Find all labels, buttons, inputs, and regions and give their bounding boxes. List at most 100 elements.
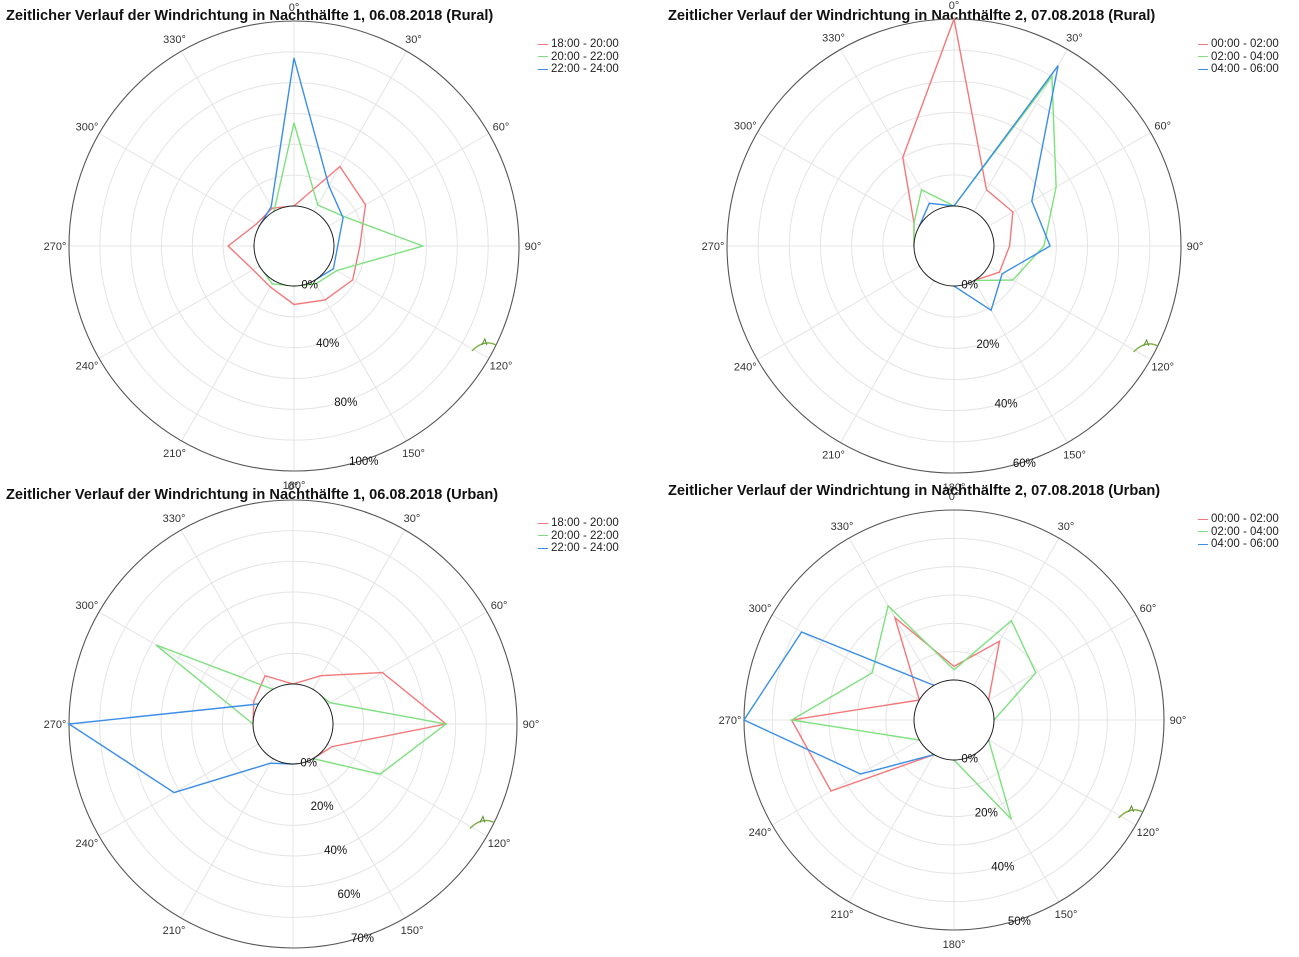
grid-spoke bbox=[988, 739, 1137, 826]
grid-spoke bbox=[973, 537, 1060, 686]
chart-panel-urban-night2: Zeitlicher Verlauf der Windrichtung in N… bbox=[668, 483, 1299, 953]
chart-legend: 18:00 - 20:00 20:00 - 22:00 22:00 - 24:00 bbox=[538, 38, 619, 76]
theta-tick-label: 240° bbox=[749, 827, 772, 839]
radial-tick-label: 60% bbox=[337, 889, 360, 901]
radial-tick-label: 50% bbox=[1008, 916, 1031, 928]
legend-label: 04:00 - 06:00 bbox=[1211, 63, 1279, 75]
chart-title: Zeitlicher Verlauf der Windrichtung in N… bbox=[668, 8, 1156, 24]
theta-tick-label: 180° bbox=[943, 939, 966, 951]
radial-tick-label: 0% bbox=[300, 757, 317, 769]
theta-tick-label: 270° bbox=[702, 241, 725, 253]
polar-chart: 0° 30° 60° 90° 120° 150° 180° 210° 240° 270° 300° 3… bbox=[44, 481, 540, 949]
chart-legend: 18:00 - 20:00 20:00 - 22:00 22:00 - 24:00 bbox=[538, 517, 619, 555]
theta-tick-label: 150° bbox=[1063, 450, 1086, 462]
legend-swatch bbox=[538, 68, 548, 70]
grid-spoke bbox=[771, 739, 920, 826]
legend-item: 04:00 - 06:00 bbox=[1198, 538, 1279, 551]
theta-tick-label: 60° bbox=[1154, 121, 1171, 133]
grid-spoke bbox=[313, 50, 407, 212]
legend-swatch bbox=[1198, 68, 1208, 70]
theta-tick-label: 150° bbox=[402, 448, 425, 460]
chart-title: Zeitlicher Verlauf der Windrichtung in N… bbox=[668, 483, 1161, 499]
theta-tick-label: 210° bbox=[163, 448, 186, 460]
radial-tick-label: 80% bbox=[334, 397, 357, 409]
theta-tick-label: 0° bbox=[949, 0, 960, 12]
legend-item: 00:00 - 02:00 bbox=[1198, 38, 1279, 51]
grid-spoke bbox=[312, 529, 406, 690]
legend-label: 22:00 - 24:00 bbox=[551, 63, 619, 75]
theta-tick-label: 270° bbox=[44, 241, 67, 253]
theta-tick-label: 300° bbox=[76, 122, 99, 134]
legend-item: 18:00 - 20:00 bbox=[538, 38, 619, 51]
inner-hole-circle bbox=[913, 679, 995, 761]
grid-spoke bbox=[840, 49, 935, 212]
theta-tick-label: 300° bbox=[76, 600, 99, 612]
theta-tick-label: 240° bbox=[76, 361, 99, 373]
theta-tick-label: 300° bbox=[749, 603, 772, 615]
polar-chart: 0° 30° 60° 90° 120° 150° 180° 210° 240° 270° 300° 3… bbox=[702, 0, 1204, 494]
theta-tick-label: 180° bbox=[283, 480, 306, 492]
legend-item: 02:00 - 04:00 bbox=[1198, 51, 1279, 64]
grid-spoke bbox=[328, 133, 490, 227]
legend-swatch bbox=[538, 547, 548, 549]
radial-tick-label: 0% bbox=[961, 753, 978, 765]
theta-tick-label: 30° bbox=[404, 513, 421, 525]
theta-tick-label: 0° bbox=[289, 2, 300, 14]
theta-tick-label: 60° bbox=[1140, 603, 1157, 615]
theta-tick-label: 60° bbox=[491, 600, 508, 612]
radial-tick-label: 40% bbox=[316, 338, 339, 350]
theta-tick-label: 0° bbox=[288, 481, 299, 493]
theta-tick-label: 90° bbox=[1187, 241, 1204, 253]
legend-swatch bbox=[1198, 43, 1208, 45]
grid-spoke bbox=[988, 265, 1151, 360]
leaf-mark-icon bbox=[1118, 804, 1143, 819]
theta-tick-label: 90° bbox=[525, 241, 542, 253]
leaf-mark-icon bbox=[469, 815, 495, 829]
legend-swatch bbox=[538, 56, 548, 58]
legend-label: 20:00 - 22:00 bbox=[551, 50, 619, 63]
theta-tick-label: 30° bbox=[1066, 32, 1083, 44]
legend-swatch bbox=[1198, 518, 1208, 520]
outer-axis-circle bbox=[68, 20, 520, 472]
theta-tick-label: 240° bbox=[734, 362, 757, 374]
theta-tick-label: 90° bbox=[523, 719, 540, 731]
grid-spoke bbox=[98, 611, 259, 705]
grid-spoke bbox=[840, 280, 935, 443]
theta-tick-label: 270° bbox=[719, 715, 742, 727]
polar-chart: 0° 30° 60° 90° 120° 150° 180° 210° 240° 270° 300° 3… bbox=[719, 491, 1187, 951]
legend-label: 18:00 - 20:00 bbox=[551, 38, 619, 50]
inner-hole-circle bbox=[253, 205, 335, 287]
legend-label: 22:00 - 24:00 bbox=[551, 542, 619, 554]
legend-item: 22:00 - 24:00 bbox=[538, 542, 619, 555]
polar-chart: 0° 30° 60° 90° 120° 150° 180° 210° 240° 270° 300° 3… bbox=[44, 2, 542, 492]
grid-spoke bbox=[180, 758, 274, 919]
legend-item: 04:00 - 06:00 bbox=[1198, 63, 1279, 76]
leaf-mark-icon bbox=[471, 337, 497, 352]
radial-tick-label: 40% bbox=[991, 862, 1014, 874]
radial-tick-label: 20% bbox=[311, 801, 334, 813]
chart-panel-rural-night1: Zeitlicher Verlauf der Windrichtung in N… bbox=[6, 2, 646, 492]
grid-spoke bbox=[98, 265, 260, 359]
radial-tick-label: 100% bbox=[349, 456, 378, 468]
legend-swatch bbox=[1198, 531, 1208, 533]
chart-title: Zeitlicher Verlauf der Windrichtung in N… bbox=[6, 8, 494, 24]
theta-tick-label: 270° bbox=[44, 719, 67, 731]
legend-label: 00:00 - 02:00 bbox=[1211, 38, 1279, 50]
theta-tick-label: 300° bbox=[734, 121, 757, 133]
inner-hole-circle bbox=[252, 683, 334, 765]
theta-tick-label: 180° bbox=[943, 482, 966, 494]
theta-tick-label: 30° bbox=[405, 34, 422, 46]
theta-tick-label: 120° bbox=[488, 838, 511, 850]
grid-spoke bbox=[98, 133, 260, 227]
grid-spoke bbox=[181, 50, 275, 212]
theta-tick-label: 120° bbox=[490, 361, 513, 373]
chart-panel-rural-night2: Zeitlicher Verlauf der Windrichtung in N… bbox=[668, 0, 1299, 494]
radial-tick-label: 60% bbox=[1013, 458, 1036, 470]
series-line-1 bbox=[227, 165, 367, 306]
theta-tick-label: 60° bbox=[493, 122, 510, 134]
theta-tick-label: 90° bbox=[1170, 715, 1187, 727]
theta-tick-label: 330° bbox=[163, 513, 186, 525]
grid-spoke bbox=[328, 265, 490, 359]
legend-item: 20:00 - 22:00 bbox=[538, 530, 619, 543]
theta-tick-label: 150° bbox=[401, 925, 424, 937]
